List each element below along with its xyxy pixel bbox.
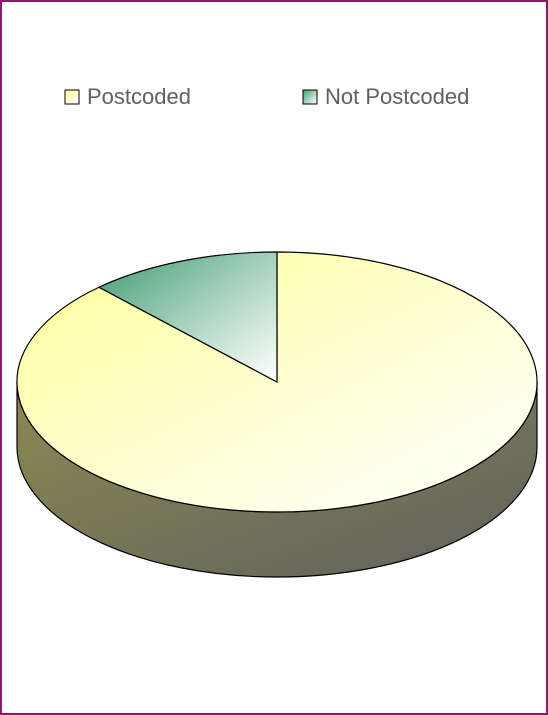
legend-label: Postcoded — [87, 84, 191, 109]
pie-slice — [97, 251, 278, 383]
legend-swatch — [64, 89, 80, 105]
legend-label: Not Postcoded — [325, 84, 469, 109]
legend-swatch — [302, 89, 318, 105]
